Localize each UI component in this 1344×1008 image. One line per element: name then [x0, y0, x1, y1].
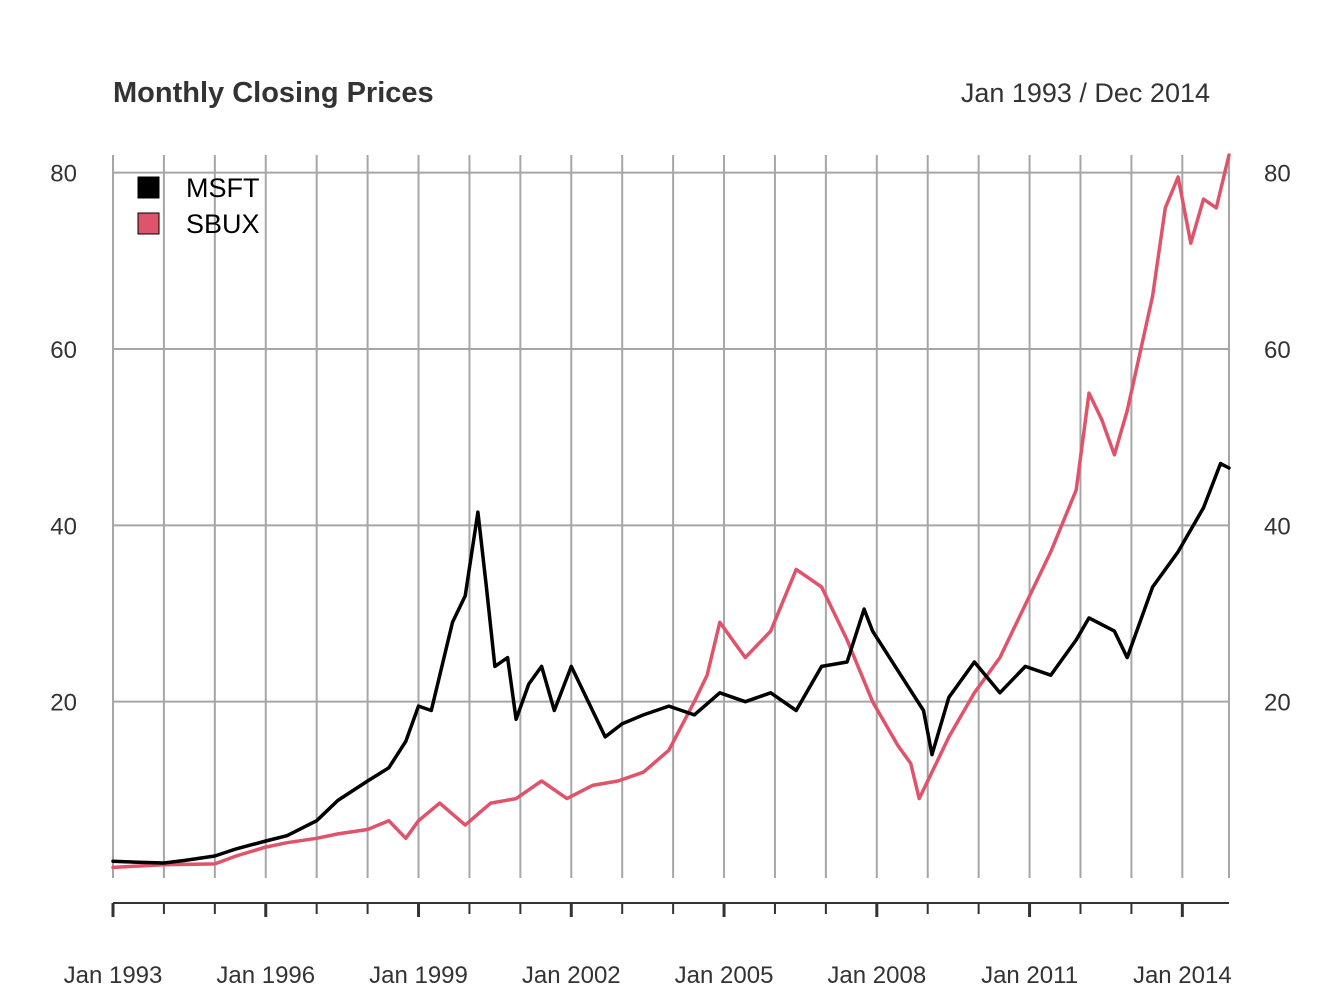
x-tick-label: Jan 1999: [369, 962, 468, 989]
y-tick-label-left: 80: [50, 161, 77, 188]
chart-title: Monthly Closing Prices: [113, 77, 434, 109]
y-tick-label-left: 40: [50, 513, 77, 540]
legend-swatch-msft: [137, 176, 160, 199]
y-tick-label-left: 60: [50, 337, 77, 364]
x-tick-label: Jan 2002: [522, 962, 621, 989]
y-tick-label-right: 80: [1264, 161, 1291, 188]
series-lines: [111, 153, 1231, 870]
x-tick-label: Jan 2011: [981, 962, 1078, 989]
y-tick-label-right: 40: [1264, 513, 1291, 540]
x-axis: Jan 1993 Jan 1996 Jan 1999 Jan 2002 Jan 2005…: [64, 902, 1232, 989]
series-line-msft: [111, 461, 1231, 865]
legend: MSFT SBUX: [137, 173, 260, 239]
date-range-label: Jan 1993 / Dec 2014: [961, 78, 1210, 108]
x-tick-label: Jan 2014: [1133, 962, 1232, 989]
x-tick-label: Jan 2008: [827, 962, 926, 989]
legend-label-sbux: SBUX: [186, 209, 260, 239]
x-tick-label: Jan 1996: [216, 962, 315, 989]
y-tick-label-right: 20: [1264, 690, 1291, 717]
y-tick-label-right: 60: [1264, 337, 1291, 364]
legend-label-msft: MSFT: [186, 173, 260, 203]
y-axis: 20 20 40 40 60 60 80 80: [50, 161, 1290, 717]
series-line-sbux: [111, 153, 1231, 870]
grid: [112, 155, 1230, 878]
y-tick-label-left: 20: [50, 690, 77, 717]
x-tick-label: Jan 1993: [64, 962, 163, 989]
legend-swatch-sbux: [137, 212, 160, 235]
x-tick-label: Jan 2005: [675, 962, 774, 989]
